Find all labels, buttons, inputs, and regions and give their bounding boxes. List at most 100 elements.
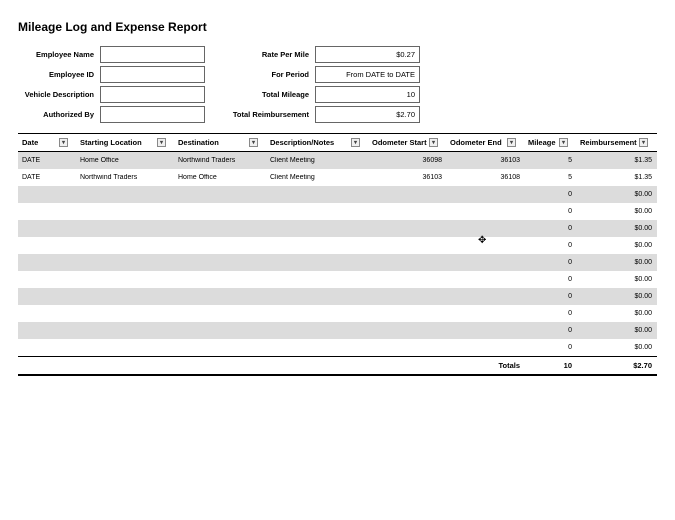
cell-start[interactable]: Home Office bbox=[76, 157, 174, 164]
table-header: Date Starting Location Destination Descr… bbox=[18, 134, 657, 152]
cell-mileage[interactable]: 0 bbox=[524, 242, 576, 249]
cell-reimb[interactable]: $0.00 bbox=[576, 208, 656, 215]
vehicle-description-label: Vehicle Description bbox=[18, 90, 100, 99]
cell-start[interactable]: Northwind Traders bbox=[76, 174, 174, 181]
cell-reimb[interactable]: $0.00 bbox=[576, 242, 656, 249]
filter-dropdown-icon[interactable] bbox=[249, 138, 258, 147]
employee-name-input[interactable] bbox=[100, 46, 205, 63]
cell-mileage[interactable]: 5 bbox=[524, 174, 576, 181]
cell-oend[interactable]: 36103 bbox=[446, 157, 524, 164]
cell-mileage[interactable]: 0 bbox=[524, 259, 576, 266]
header-form: Employee Name Employee ID Vehicle Descri… bbox=[18, 46, 657, 123]
col-date-label: Date bbox=[22, 138, 38, 147]
cell-mileage[interactable]: 5 bbox=[524, 157, 576, 164]
rate-per-mile-label: Rate Per Mile bbox=[223, 50, 315, 59]
filter-dropdown-icon[interactable] bbox=[351, 138, 360, 147]
cell-reimb[interactable]: $0.00 bbox=[576, 191, 656, 198]
form-left-col: Employee Name Employee ID Vehicle Descri… bbox=[18, 46, 205, 123]
col-dest-label: Destination bbox=[178, 138, 219, 147]
table-row[interactable]: 0$0.00 bbox=[18, 237, 657, 254]
cell-ostart[interactable]: 36098 bbox=[368, 157, 446, 164]
cell-mileage[interactable]: 0 bbox=[524, 208, 576, 215]
cell-reimb[interactable]: $0.00 bbox=[576, 327, 656, 334]
filter-dropdown-icon[interactable] bbox=[157, 138, 166, 147]
cell-reimb[interactable]: $1.35 bbox=[576, 174, 656, 181]
cell-reimb[interactable]: $0.00 bbox=[576, 259, 656, 266]
employee-id-input[interactable] bbox=[100, 66, 205, 83]
col-start[interactable]: Starting Location bbox=[76, 138, 174, 147]
cell-desc[interactable]: Client Meeting bbox=[266, 174, 368, 181]
filter-dropdown-icon[interactable] bbox=[639, 138, 648, 147]
table-row[interactable]: 0$0.00 bbox=[18, 186, 657, 203]
table-row[interactable]: DATEHome OfficeNorthwind TradersClient M… bbox=[18, 152, 657, 169]
employee-name-row: Employee Name bbox=[18, 46, 205, 63]
col-desc-label: Description/Notes bbox=[270, 138, 334, 147]
rate-per-mile-row: Rate Per Mile $0.27 bbox=[223, 46, 420, 63]
col-mileage[interactable]: Mileage bbox=[524, 138, 576, 147]
table-row[interactable]: DATENorthwind TradersHome OfficeClient M… bbox=[18, 169, 657, 186]
cell-date[interactable]: DATE bbox=[18, 157, 76, 164]
total-mileage-label: Total Mileage bbox=[223, 90, 315, 99]
cell-mileage[interactable]: 0 bbox=[524, 293, 576, 300]
table-row[interactable]: 0$0.00 bbox=[18, 203, 657, 220]
total-reimbursement-row: Total Reimbursement $2.70 bbox=[223, 106, 420, 123]
table-row[interactable]: 0$0.00 bbox=[18, 220, 657, 237]
for-period-input[interactable]: From DATE to DATE bbox=[315, 66, 420, 83]
cell-reimb[interactable]: $0.00 bbox=[576, 344, 656, 351]
table-body: DATEHome OfficeNorthwind TradersClient M… bbox=[18, 152, 657, 356]
cell-reimb[interactable]: $0.00 bbox=[576, 225, 656, 232]
cell-oend[interactable]: 36108 bbox=[446, 174, 524, 181]
table-row[interactable]: 0$0.00 bbox=[18, 305, 657, 322]
cell-date[interactable]: DATE bbox=[18, 174, 76, 181]
col-mileage-label: Mileage bbox=[528, 138, 556, 147]
cell-mileage[interactable]: 0 bbox=[524, 327, 576, 334]
cell-mileage[interactable]: 0 bbox=[524, 310, 576, 317]
cell-mileage[interactable]: 0 bbox=[524, 276, 576, 283]
totals-reimb: $2.70 bbox=[576, 361, 656, 370]
filter-dropdown-icon[interactable] bbox=[507, 138, 516, 147]
cell-reimb[interactable]: $0.00 bbox=[576, 276, 656, 283]
cell-ostart[interactable]: 36103 bbox=[368, 174, 446, 181]
authorized-by-label: Authorized By bbox=[18, 110, 100, 119]
filter-dropdown-icon[interactable] bbox=[59, 138, 68, 147]
col-reimb-label: Reimbursement bbox=[580, 138, 637, 147]
employee-id-label: Employee ID bbox=[18, 70, 100, 79]
cell-dest[interactable]: Northwind Traders bbox=[174, 157, 266, 164]
authorized-by-input[interactable] bbox=[100, 106, 205, 123]
col-dest[interactable]: Destination bbox=[174, 138, 266, 147]
vehicle-description-input[interactable] bbox=[100, 86, 205, 103]
filter-dropdown-icon[interactable] bbox=[429, 138, 438, 147]
table-row[interactable]: 0$0.00 bbox=[18, 271, 657, 288]
table-row[interactable]: 0$0.00 bbox=[18, 322, 657, 339]
table-row[interactable]: 0$0.00 bbox=[18, 254, 657, 271]
col-date[interactable]: Date bbox=[18, 138, 76, 147]
for-period-label: For Period bbox=[223, 70, 315, 79]
totals-label: Totals bbox=[446, 361, 524, 370]
total-mileage-input[interactable]: 10 bbox=[315, 86, 420, 103]
totals-row: Totals 10 $2.70 bbox=[18, 356, 657, 376]
total-reimbursement-input[interactable]: $2.70 bbox=[315, 106, 420, 123]
page-title: Mileage Log and Expense Report bbox=[18, 20, 657, 34]
table-row[interactable]: 0$0.00 bbox=[18, 288, 657, 305]
cell-mileage[interactable]: 0 bbox=[524, 191, 576, 198]
totals-mileage: 10 bbox=[524, 361, 576, 370]
cell-reimb[interactable]: $0.00 bbox=[576, 310, 656, 317]
col-start-label: Starting Location bbox=[80, 138, 142, 147]
rate-per-mile-input[interactable]: $0.27 bbox=[315, 46, 420, 63]
table-row[interactable]: 0$0.00 bbox=[18, 339, 657, 356]
cell-desc[interactable]: Client Meeting bbox=[266, 157, 368, 164]
cell-reimb[interactable]: $0.00 bbox=[576, 293, 656, 300]
col-desc[interactable]: Description/Notes bbox=[266, 138, 368, 147]
filter-dropdown-icon[interactable] bbox=[559, 138, 568, 147]
employee-name-label: Employee Name bbox=[18, 50, 100, 59]
col-reimb[interactable]: Reimbursement bbox=[576, 138, 656, 147]
col-ostart[interactable]: Odometer Start bbox=[368, 138, 446, 147]
cell-dest[interactable]: Home Office bbox=[174, 174, 266, 181]
cell-mileage[interactable]: 0 bbox=[524, 225, 576, 232]
col-oend-label: Odometer End bbox=[450, 138, 502, 147]
cell-reimb[interactable]: $1.35 bbox=[576, 157, 656, 164]
col-oend[interactable]: Odometer End bbox=[446, 138, 524, 147]
authorized-by-row: Authorized By bbox=[18, 106, 205, 123]
total-mileage-row: Total Mileage 10 bbox=[223, 86, 420, 103]
cell-mileage[interactable]: 0 bbox=[524, 344, 576, 351]
